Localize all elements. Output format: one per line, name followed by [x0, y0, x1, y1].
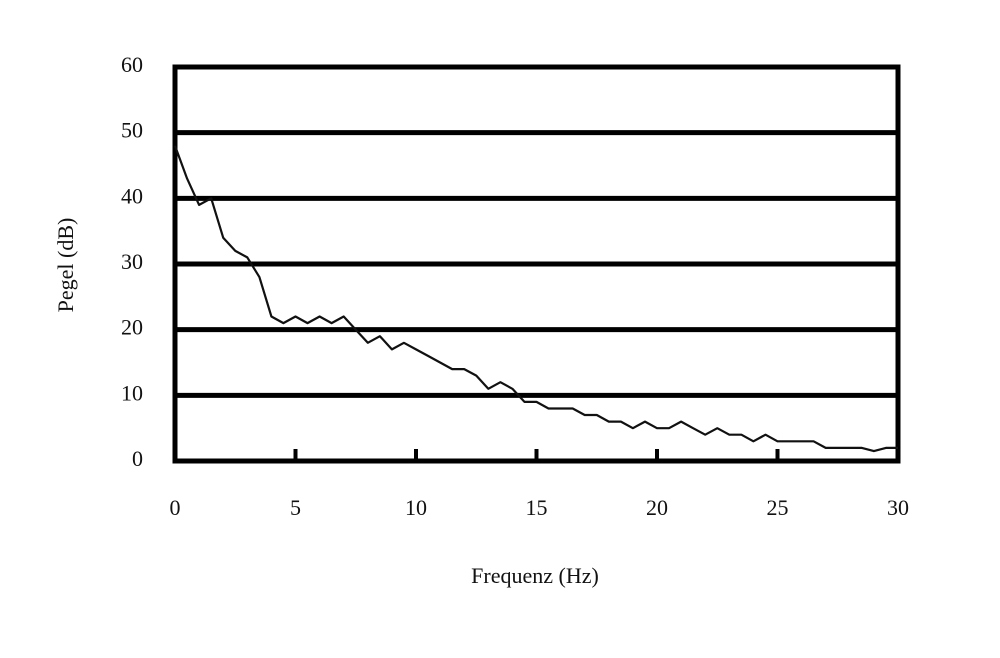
x-tick-label: 0: [170, 495, 181, 520]
y-tick-label: 0: [132, 446, 143, 471]
x-tick-label: 15: [526, 495, 548, 520]
x-axis-title: Frequenz (Hz): [471, 563, 599, 588]
plot-border: [172, 64, 901, 464]
y-tick-label: 50: [121, 118, 143, 143]
y-tick-label: 40: [121, 183, 143, 208]
data-line: [173, 145, 898, 453]
y-tick-label: 20: [121, 315, 143, 340]
y-tick-label: 60: [121, 52, 143, 77]
y-tick-label: 10: [121, 380, 143, 405]
x-tick-label: 20: [646, 495, 668, 520]
x-tick-label: 5: [290, 495, 301, 520]
y-axis-title: Pegel (dB): [53, 218, 78, 313]
x-tick-label: 25: [767, 495, 789, 520]
x-tick-label: 30: [887, 495, 909, 520]
y-tick-label: 30: [121, 249, 143, 274]
x-tick-label: 10: [405, 495, 427, 520]
